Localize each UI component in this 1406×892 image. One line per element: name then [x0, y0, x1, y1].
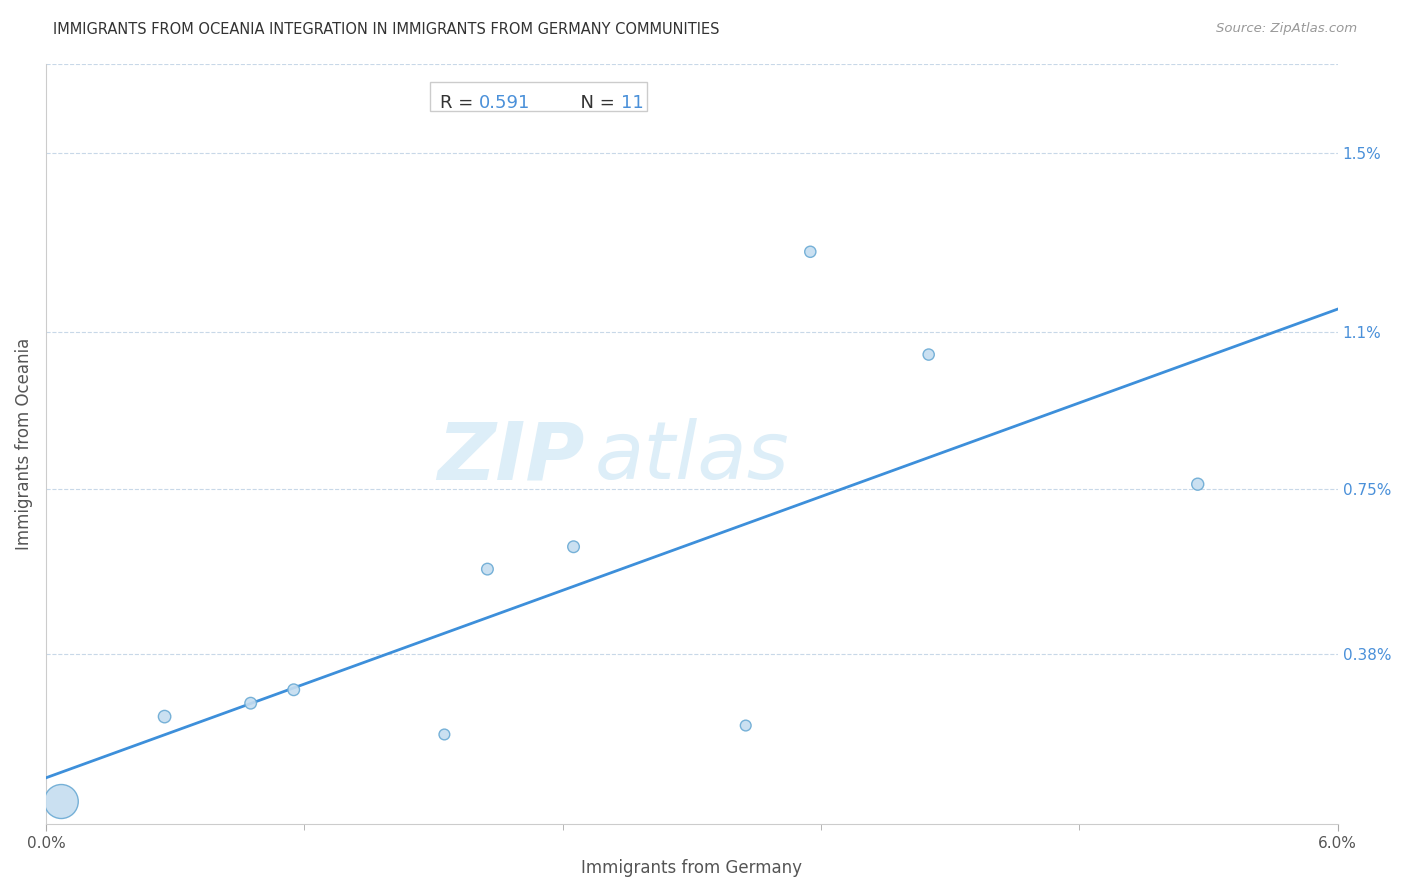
Text: ZIP: ZIP — [437, 418, 585, 496]
Point — [734, 718, 756, 732]
X-axis label: Immigrants from Germany: Immigrants from Germany — [582, 859, 803, 877]
FancyBboxPatch shape — [430, 82, 647, 112]
Point — [918, 348, 941, 362]
Point — [51, 795, 73, 809]
Text: IMMIGRANTS FROM OCEANIA INTEGRATION IN IMMIGRANTS FROM GERMANY COMMUNITIES: IMMIGRANTS FROM OCEANIA INTEGRATION IN I… — [53, 22, 720, 37]
Point — [239, 696, 262, 710]
Text: 11: 11 — [621, 95, 644, 112]
Y-axis label: Immigrants from Oceania: Immigrants from Oceania — [15, 338, 32, 550]
Text: Source: ZipAtlas.com: Source: ZipAtlas.com — [1216, 22, 1357, 36]
Text: 0.591: 0.591 — [479, 95, 530, 112]
Point — [1187, 477, 1209, 491]
Point — [799, 244, 821, 259]
Text: N =: N = — [569, 95, 620, 112]
Text: R =: R = — [440, 95, 479, 112]
Point — [562, 540, 585, 554]
Point — [283, 682, 305, 697]
Point — [477, 562, 499, 576]
Point — [433, 727, 456, 741]
Point — [153, 709, 176, 723]
Text: atlas: atlas — [595, 418, 790, 496]
